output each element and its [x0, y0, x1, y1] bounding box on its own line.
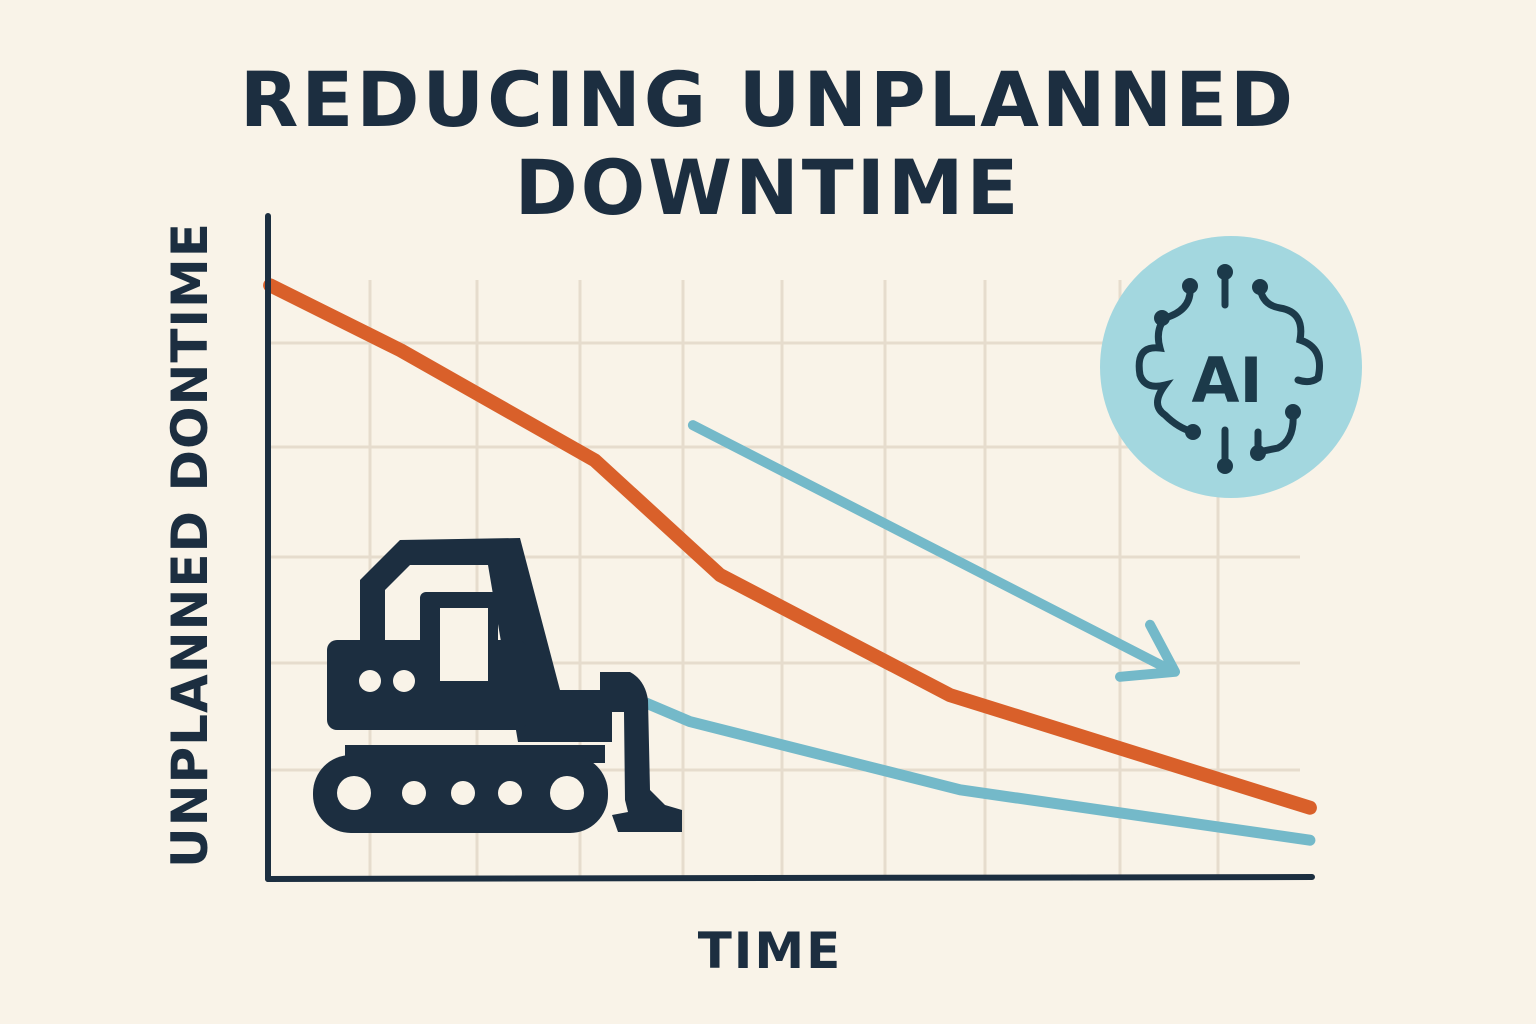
ai-icon-text: AI [1191, 344, 1262, 417]
excavator-icon [313, 538, 682, 833]
chart-title-line-2: DOWNTIME [514, 143, 1022, 232]
arrow-head [1115, 619, 1181, 682]
y-axis-label: UNPLANNED DONTIME [161, 222, 219, 868]
series-line-1 [263, 278, 1317, 815]
series-layer [263, 278, 1317, 846]
x-axis [265, 874, 1315, 882]
trend-arrow [687, 420, 1181, 682]
x-axis-label: TIME [697, 922, 843, 980]
ai-brain-icon: AI [1100, 236, 1362, 498]
axes [265, 213, 1315, 882]
chart-title-line-1: REDUCING UNPLANNED [239, 55, 1297, 144]
arrow-shaft [687, 420, 1176, 675]
series-line-2 [634, 694, 1316, 846]
